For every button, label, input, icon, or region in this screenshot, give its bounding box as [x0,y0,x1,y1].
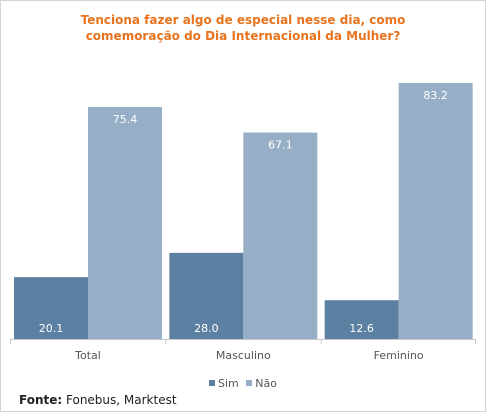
bar-sim-total [14,277,88,339]
legend: Sim Não [0,376,486,390]
data-label-no-total: 75.4 [113,113,138,126]
legend-swatch-sim [209,380,216,386]
source-text: Fonebus, Marktest [66,393,177,407]
x-tick-label-feminino: Feminino [374,349,424,362]
chart-title: Tenciona fazer algo de especial nesse di… [0,12,486,44]
legend-label-sim: Sim [218,376,239,390]
data-label-sim-total: 20.1 [39,322,64,335]
data-label-sim-feminino: 12.6 [349,322,374,335]
data-label-no-feminino: 83.2 [423,89,448,102]
bar-no-masculino [243,132,318,339]
source-label: Fonte: [19,393,63,407]
source-note: Fonte: Fonebus, Marktest [19,393,177,407]
legend-label-nao: Não [255,376,277,390]
bar-no-feminino [398,83,473,339]
bar-sim-masculino [169,252,244,339]
chart-title-line1: Tenciona fazer algo de especial nesse di… [80,13,406,27]
legend-swatch-nao [246,380,253,386]
chart-title-line2: comemoração do Dia Internacional da Mulh… [85,29,401,43]
x-tick-label-total: Total [74,349,101,362]
legend-item-sim: Sim [209,377,239,390]
x-tick-label-masculino: Masculino [216,349,271,362]
bar-no-total [88,107,162,339]
bar-sim-feminino [324,300,399,339]
data-label-no-masculino: 67.1 [268,139,293,152]
data-label-sim-masculino: 28.0 [194,322,219,335]
legend-item-nao: Não [246,377,277,390]
